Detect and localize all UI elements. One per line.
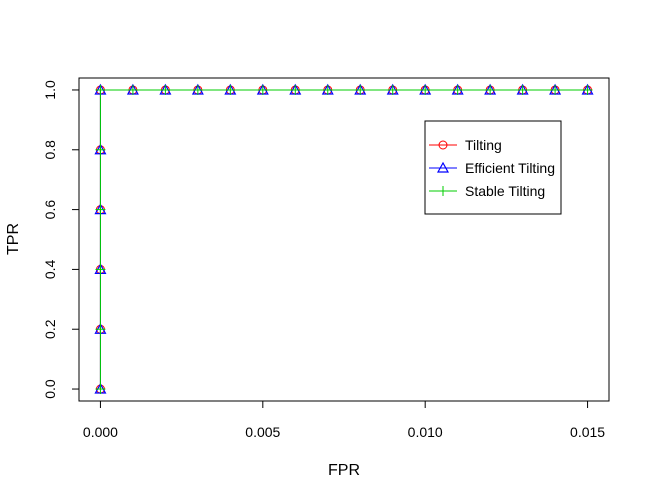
- legend-item: Stable Tilting: [429, 183, 545, 199]
- y-axis-label: TPR: [5, 223, 22, 255]
- plus-point: [452, 84, 463, 95]
- plus-point: [438, 186, 448, 196]
- plus-point: [95, 144, 106, 155]
- plus-point: [257, 84, 268, 95]
- series-stable-tilting: [95, 84, 593, 395]
- circle-point: [438, 140, 448, 150]
- plus-point: [485, 84, 496, 95]
- x-axis-label: FPR: [328, 462, 360, 479]
- plus-point: [420, 84, 431, 95]
- y-tick-label: 0.0: [42, 379, 58, 399]
- series-layer: [94, 83, 594, 395]
- plus-point: [95, 384, 106, 395]
- y-tick-label: 0.4: [42, 259, 58, 279]
- plus-point: [550, 84, 561, 95]
- y-tick-label: 0.6: [42, 200, 58, 220]
- plus-point: [322, 84, 333, 95]
- x-tick-label: 0.010: [408, 424, 443, 440]
- x-tick-label: 0.015: [570, 424, 605, 440]
- legend: Tilting Efficient Tilting Stable Tilting: [424, 120, 562, 215]
- y-axis: 0.0 0.2 0.4 0.6 0.8 1.0: [42, 80, 80, 399]
- triangle-point: [436, 161, 450, 173]
- y-tick-label: 1.0: [42, 80, 58, 100]
- x-tick-label: 0.005: [245, 424, 280, 440]
- legend-item: Tilting: [429, 137, 502, 153]
- plus-point: [95, 204, 106, 215]
- legend-label: Stable Tilting: [465, 183, 545, 199]
- plus-point: [517, 84, 528, 95]
- plus-point: [225, 84, 236, 95]
- plus-point: [290, 84, 301, 95]
- legend-label: Efficient Tilting: [465, 160, 555, 176]
- y-tick-label: 0.8: [42, 140, 58, 160]
- plus-point: [160, 84, 171, 95]
- legend-item: Efficient Tilting: [429, 160, 555, 176]
- plus-point: [95, 264, 106, 275]
- legend-label: Tilting: [465, 137, 502, 153]
- plus-point: [387, 84, 398, 95]
- x-axis: 0.000 0.005 0.010 0.015: [83, 400, 605, 440]
- x-tick-label: 0.000: [83, 424, 118, 440]
- plus-point: [127, 84, 138, 95]
- plus-point: [582, 84, 593, 95]
- plus-point: [192, 84, 203, 95]
- plus-point: [95, 324, 106, 335]
- plus-point: [95, 84, 106, 95]
- y-tick-label: 0.2: [42, 319, 58, 339]
- plus-point: [355, 84, 366, 95]
